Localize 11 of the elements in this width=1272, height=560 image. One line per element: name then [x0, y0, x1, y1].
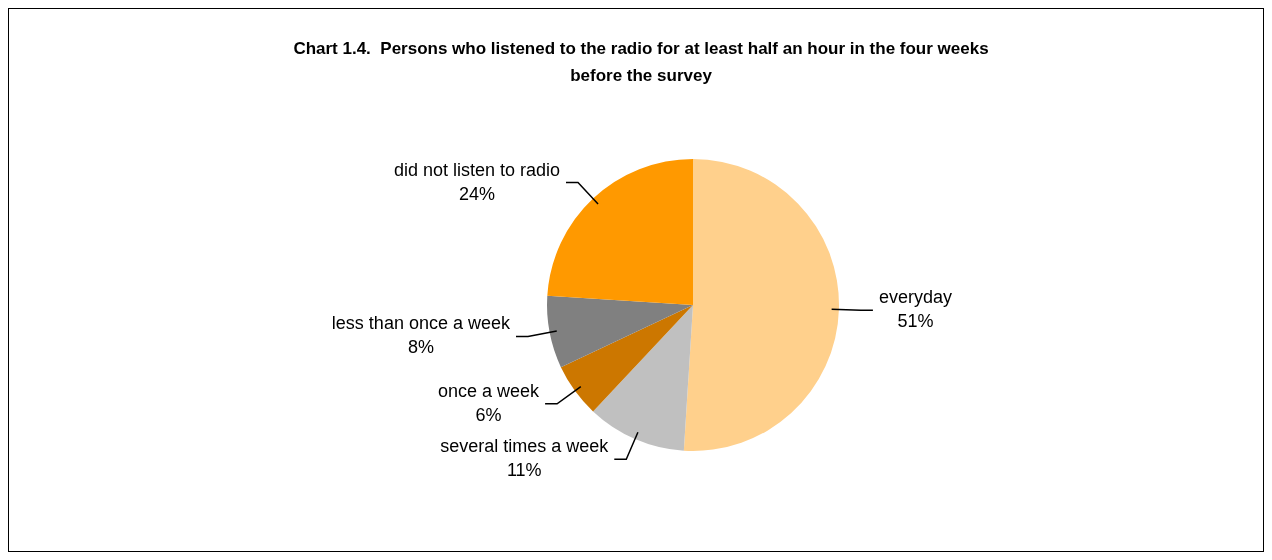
slice-label: everyday: [878, 287, 952, 308]
data-label: 11%: [506, 460, 542, 481]
data-label: 8%: [407, 337, 434, 358]
slice-label: less than once a week: [331, 313, 511, 334]
chart-title: Chart 1.4. Persons who listened to the radio for at least half an hour in the four weeks before the survey: [293, 38, 989, 85]
slice-label: did not listen to radio: [393, 159, 560, 180]
data-label: 24%: [458, 183, 495, 204]
data-label: 6%: [475, 404, 502, 425]
slice-label: several times a week: [440, 436, 610, 457]
slice-label: once a week: [438, 380, 541, 401]
data-label: 51%: [897, 311, 934, 332]
